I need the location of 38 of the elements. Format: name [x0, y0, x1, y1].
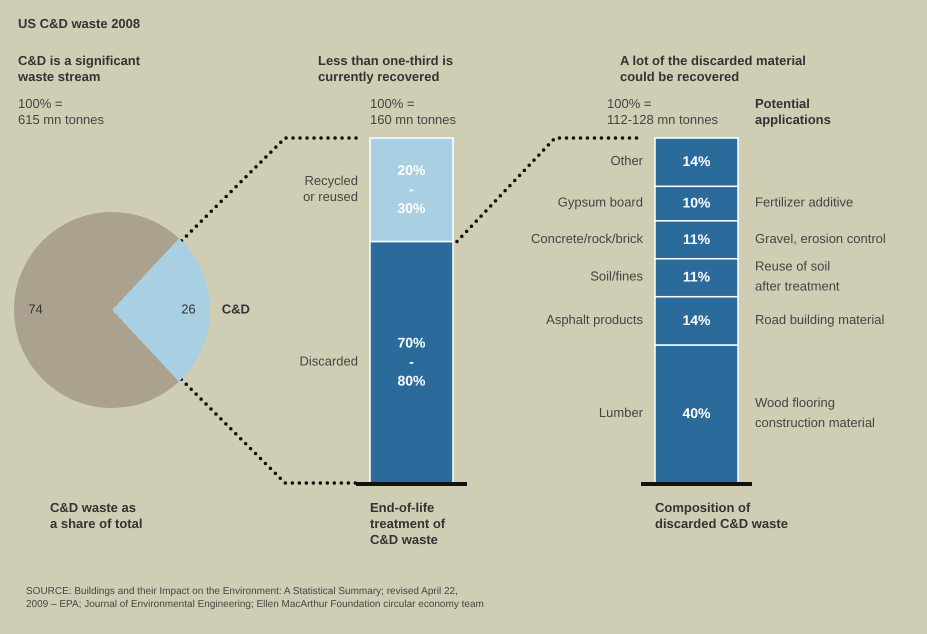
text: Gravel, erosion control [755, 231, 886, 246]
data-label: 20% - 30% [397, 161, 426, 216]
text: Wood flooring construction material [755, 395, 876, 430]
series-label: Discarded [299, 354, 358, 369]
pie-slice [14, 212, 180, 408]
data-label: 40% [682, 404, 712, 421]
x-axis-title: Composition of discarded C&D waste [655, 500, 788, 531]
series-label: Recycled or reused [303, 173, 358, 204]
chart-subtitle: 100% = 615 mn tonnes [18, 96, 105, 127]
text: Potential applications [755, 96, 831, 127]
data-label: 11% [682, 268, 711, 284]
series-label: Soil/fines [590, 269, 644, 284]
text: Fertilizer additive [755, 194, 854, 210]
chart-subtitle: 100% = 112-128 mn tonnes [607, 96, 719, 127]
x-axis-title: End-of-life treatment of C&D waste [370, 500, 446, 547]
slice-label: C&D [222, 301, 250, 316]
pie-slice [112, 238, 210, 382]
data-label: 70% - 80% [397, 334, 426, 388]
text: Reuse of soil after treatment [755, 259, 840, 294]
series-label: Gypsum board [558, 194, 643, 210]
data-label: 14% [682, 152, 712, 169]
chart-title: Less than one-third is currently recovered [318, 53, 454, 84]
data-label: 14% [682, 312, 712, 328]
data-label: 26 [181, 301, 196, 316]
series-label: Lumber [598, 405, 644, 420]
series-label: Other [610, 154, 644, 169]
source-note: SOURCE: Buildings and their Impact on the Environment: A Statistical Summary; revised April 22, 2009 – EPA; Journal of Environmental Engineering; Ellen MacArthur Foundation circular economy team [26, 586, 484, 610]
chart-title: C&D is a significant waste stream [17, 53, 141, 84]
series-label: Asphalt products [546, 312, 644, 328]
data-label: 11% [682, 230, 711, 246]
text: US C&D waste 2008 [18, 16, 140, 31]
data-label: 74 [28, 301, 43, 316]
chart-subtitle: 100% = 160 mn tonnes [370, 96, 457, 127]
data-label: 10% [682, 194, 712, 210]
text: Road building material [755, 312, 884, 328]
series-label: Concrete/rock/brick [531, 231, 644, 246]
chart-title: A lot of the discarded material could be recovered [620, 53, 806, 84]
text: C&D waste as a share of total [50, 500, 142, 531]
